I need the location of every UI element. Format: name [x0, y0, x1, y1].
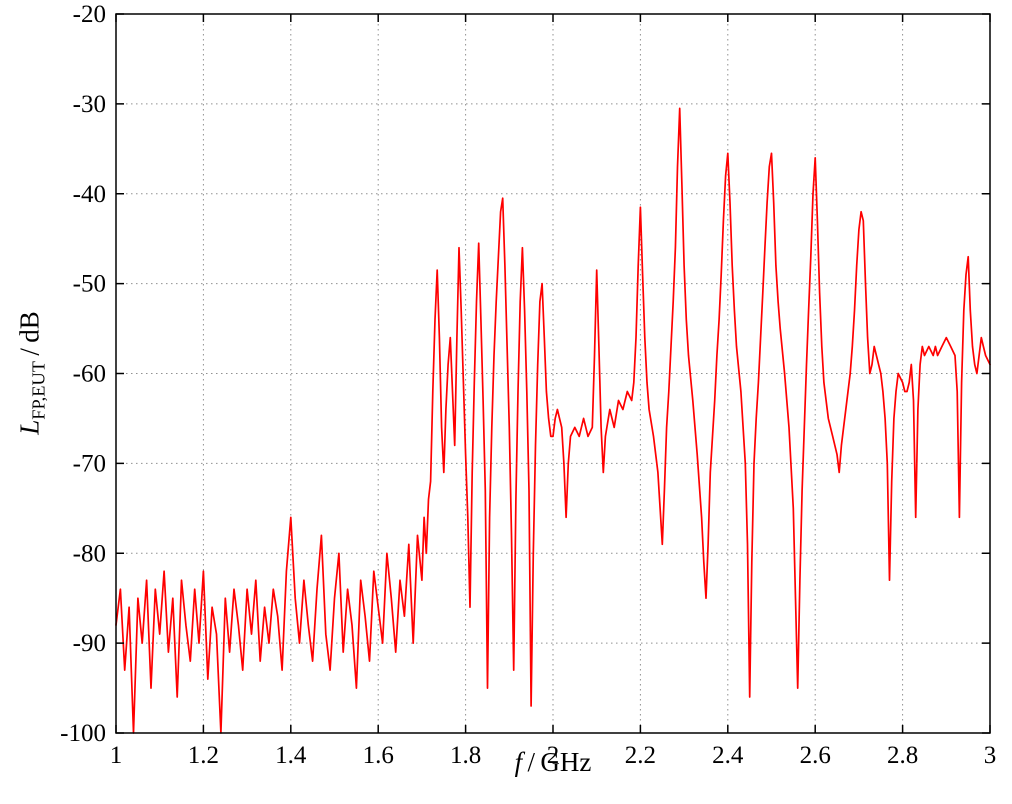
y-tick-label: -80 — [73, 540, 106, 567]
x-axis-label: f / GHz — [515, 747, 592, 778]
x-tick-label: 2.4 — [712, 742, 744, 769]
x-tick-label: 1.4 — [275, 742, 307, 769]
x-tick-label: 2 — [547, 742, 560, 769]
y-axis-label-subscript: FP,EUT — [28, 361, 49, 420]
y-tick-label: -50 — [73, 271, 106, 298]
y-tick-label: -60 — [73, 361, 106, 388]
x-tick-label: 1.2 — [188, 742, 219, 769]
y-tick-label: -90 — [73, 630, 106, 657]
y-axis-label-unit: / dB — [14, 311, 45, 362]
x-axis-label-unit: / GHz — [522, 747, 592, 777]
y-tick-label: -100 — [60, 720, 106, 747]
x-tick-label: 2.2 — [625, 742, 656, 769]
y-axis-label: LFP,EUT / dB — [14, 311, 49, 435]
x-tick-label: 1.8 — [450, 742, 481, 769]
y-tick-label: -70 — [73, 450, 106, 477]
x-tick-label: 1.6 — [363, 742, 394, 769]
y-tick-label: -20 — [73, 1, 106, 28]
series-line — [115, 107, 991, 734]
x-tick-label: 1 — [110, 742, 123, 769]
x-tick-label: 3 — [984, 742, 997, 769]
x-tick-label: 2.6 — [800, 742, 831, 769]
y-tick-label: -30 — [73, 91, 106, 118]
x-tick-label: 2.8 — [887, 742, 918, 769]
y-tick-label: -40 — [73, 181, 106, 208]
x-axis-label-symbol: f — [514, 747, 523, 777]
y-axis-label-symbol: L — [14, 419, 45, 435]
